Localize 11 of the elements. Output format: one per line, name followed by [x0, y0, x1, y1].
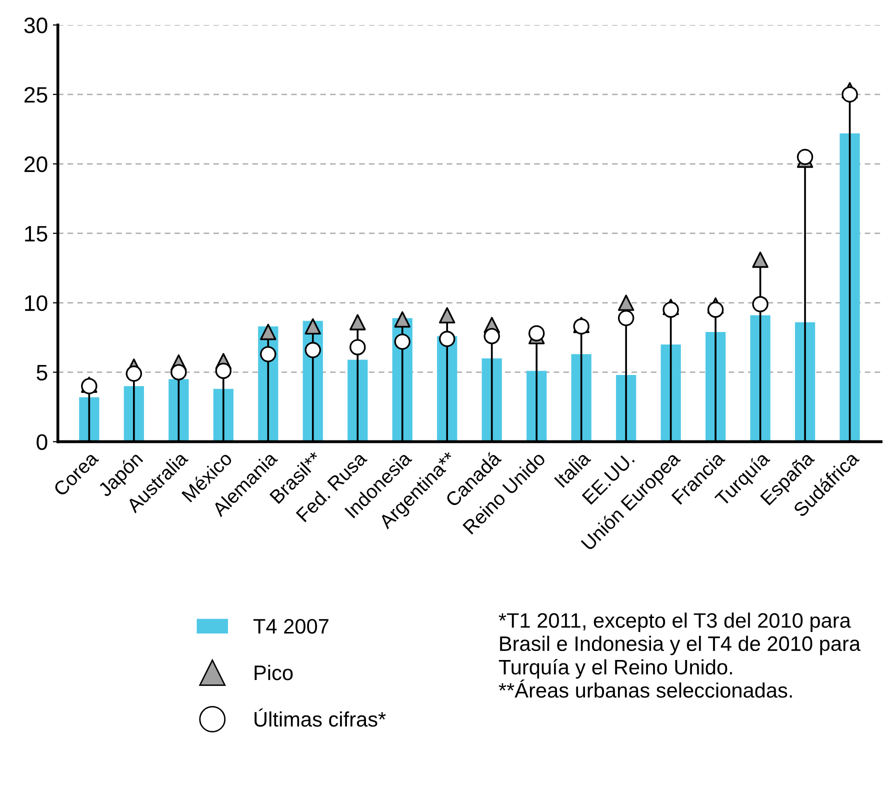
y-tick-label: 5	[36, 365, 48, 381]
y-tick-label: 30	[24, 18, 48, 34]
y-tick-label: 0	[36, 434, 48, 450]
y-tick-label: 10	[25, 295, 48, 312]
text: *T1 2011, excepto el T3 del 2010 para Brasil e Indonesia y el T4 de 2010 para Turquía y el Reino Unido. **Áreas urbanas seleccionadas.	[498, 612, 861, 698]
legend-label: Últimas cifras*	[254, 708, 386, 727]
y-tick-label: 20	[24, 156, 48, 172]
y-tick-label: 25	[24, 86, 48, 103]
legend-label: Pico	[254, 664, 293, 680]
legend-label: T4 2007	[253, 618, 328, 634]
y-tick-label: 15	[25, 226, 48, 242]
